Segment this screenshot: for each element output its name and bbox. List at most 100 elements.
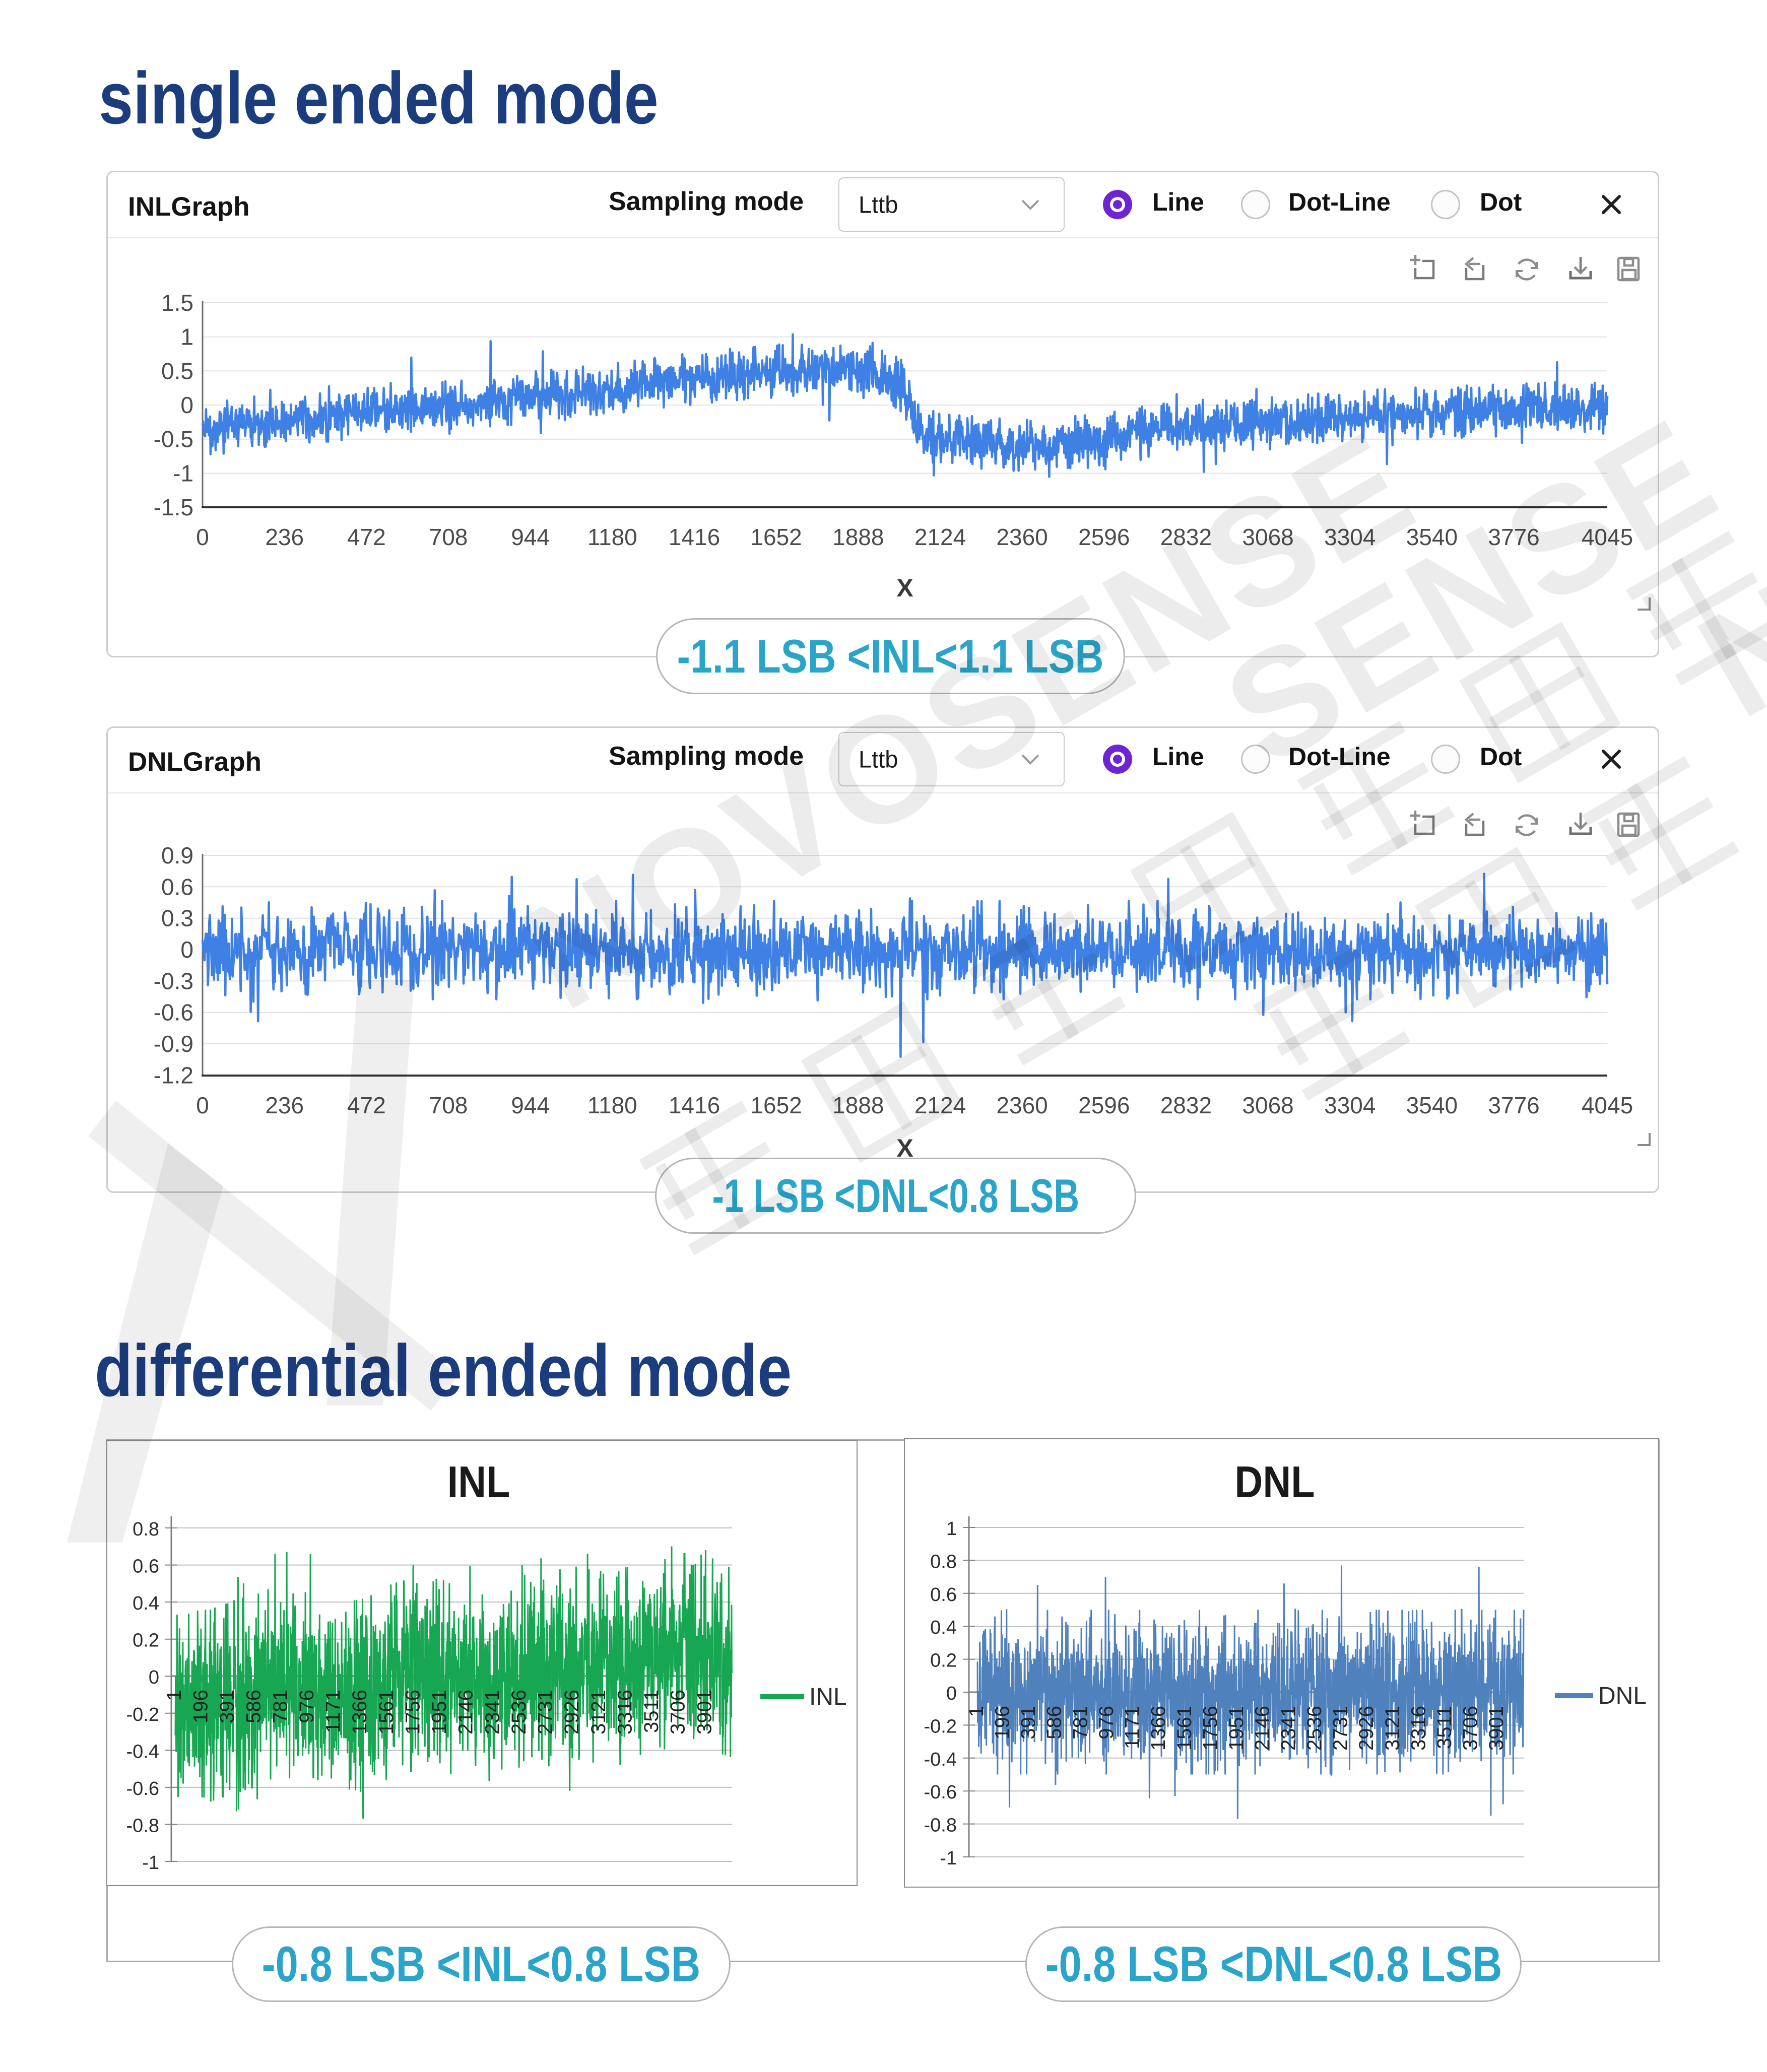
svg-text:3706: 3706 [1460,1706,1482,1751]
svg-text:3304: 3304 [1324,524,1376,550]
svg-text:944: 944 [511,524,550,550]
svg-text:1416: 1416 [669,1092,720,1118]
svg-text:1: 1 [180,324,193,350]
svg-text:-1: -1 [142,1852,159,1874]
svg-text:-0.3: -0.3 [154,968,193,994]
svg-text:236: 236 [265,1092,304,1118]
svg-text:-0.4: -0.4 [924,1749,957,1770]
svg-text:781: 781 [269,1690,291,1723]
svg-text:2926: 2926 [561,1690,583,1734]
svg-text:3316: 3316 [1407,1706,1429,1751]
svg-text:0.4: 0.4 [133,1593,159,1614]
svg-text:2146: 2146 [1252,1706,1274,1751]
svg-text:1951: 1951 [428,1690,450,1734]
svg-text:-1.2: -1.2 [154,1062,193,1088]
svg-text:0: 0 [180,392,193,418]
svg-text:976: 976 [296,1690,318,1723]
svg-text:-0.2: -0.2 [126,1704,159,1725]
svg-text:1366: 1366 [1147,1706,1169,1751]
svg-text:1756: 1756 [402,1690,424,1734]
svg-text:976: 976 [1095,1706,1118,1740]
svg-text:1: 1 [946,1518,957,1540]
svg-text:-1: -1 [940,1848,957,1869]
svg-text:2124: 2124 [914,524,966,550]
svg-text:586: 586 [1043,1706,1066,1740]
svg-text:472: 472 [347,524,386,550]
svg-text:-0.6: -0.6 [924,1782,957,1803]
svg-text:0: 0 [196,1092,209,1118]
svg-text:1888: 1888 [832,1092,884,1118]
svg-text:-0.9: -0.9 [154,1031,193,1057]
svg-text:-0.5: -0.5 [154,426,193,452]
svg-text:4045: 4045 [1582,1092,1633,1118]
svg-text:0.2: 0.2 [930,1650,957,1672]
svg-text:2536: 2536 [508,1690,530,1734]
svg-text:X: X [896,574,913,602]
svg-text:1: 1 [965,1706,988,1717]
svg-text:3901: 3901 [1485,1706,1508,1751]
svg-text:781: 781 [1069,1706,1091,1740]
svg-text:1180: 1180 [587,524,637,550]
svg-text:3776: 3776 [1488,1092,1539,1118]
svg-text:2360: 2360 [996,1092,1048,1118]
svg-text:2596: 2596 [1078,524,1130,550]
svg-text:0.4: 0.4 [930,1617,957,1638]
svg-text:2341: 2341 [1277,1706,1299,1751]
svg-text:3511: 3511 [640,1690,663,1733]
svg-text:0.6: 0.6 [930,1584,957,1606]
svg-text:1.5: 1.5 [161,290,193,316]
svg-text:1180: 1180 [587,1092,637,1118]
svg-text:0.8: 0.8 [930,1551,957,1572]
svg-text:0.6: 0.6 [133,1556,159,1577]
svg-text:-0.4: -0.4 [126,1741,159,1762]
svg-text:-0.6: -0.6 [126,1778,159,1799]
svg-text:2146: 2146 [455,1690,477,1734]
svg-text:1366: 1366 [349,1690,371,1734]
svg-text:2596: 2596 [1078,1092,1130,1118]
svg-text:2731: 2731 [534,1690,556,1734]
svg-text:INL: INL [447,1457,510,1507]
svg-text:0.3: 0.3 [161,905,193,931]
svg-text:0.9: 0.9 [161,842,193,868]
svg-text:1171: 1171 [1122,1706,1144,1749]
svg-text:0.2: 0.2 [133,1630,159,1651]
svg-text:2731: 2731 [1329,1706,1351,1751]
svg-text:X: X [896,1134,913,1162]
svg-text:DNL: DNL [1234,1457,1315,1507]
svg-text:236: 236 [265,524,304,550]
svg-text:1416: 1416 [669,524,720,550]
svg-text:1951: 1951 [1225,1706,1248,1751]
svg-text:-0.8: -0.8 [924,1815,957,1836]
svg-text:0.5: 0.5 [161,358,193,384]
svg-text:0: 0 [180,937,193,963]
svg-text:1561: 1561 [375,1690,398,1734]
svg-text:0.6: 0.6 [161,874,193,900]
svg-text:391: 391 [216,1690,238,1723]
svg-text:3511: 3511 [1433,1706,1456,1749]
svg-text:3121: 3121 [587,1690,610,1734]
svg-text:0: 0 [149,1667,159,1688]
svg-text:-1.5: -1.5 [154,494,193,520]
svg-text:1171: 1171 [322,1690,345,1733]
svg-text:0: 0 [946,1683,957,1704]
svg-text:3068: 3068 [1242,524,1293,550]
svg-text:2926: 2926 [1355,1706,1378,1751]
svg-text:-1: -1 [173,460,193,486]
svg-text:708: 708 [429,1092,468,1118]
svg-text:391: 391 [1017,1706,1039,1740]
svg-text:472: 472 [347,1092,386,1118]
svg-text:1652: 1652 [750,524,802,550]
svg-text:3121: 3121 [1382,1706,1404,1751]
svg-text:-0.8: -0.8 [126,1816,159,1837]
svg-text:DNL: DNL [1598,1683,1647,1709]
svg-text:4045: 4045 [1582,524,1633,550]
svg-text:0: 0 [196,524,209,550]
svg-text:0.8: 0.8 [133,1519,159,1540]
svg-text:3316: 3316 [614,1690,636,1734]
svg-text:2341: 2341 [481,1690,503,1734]
svg-text:708: 708 [429,524,468,550]
svg-text:3540: 3540 [1406,1092,1458,1118]
svg-text:INL: INL [809,1684,847,1710]
svg-text:196: 196 [189,1690,212,1723]
svg-text:3776: 3776 [1488,524,1539,550]
